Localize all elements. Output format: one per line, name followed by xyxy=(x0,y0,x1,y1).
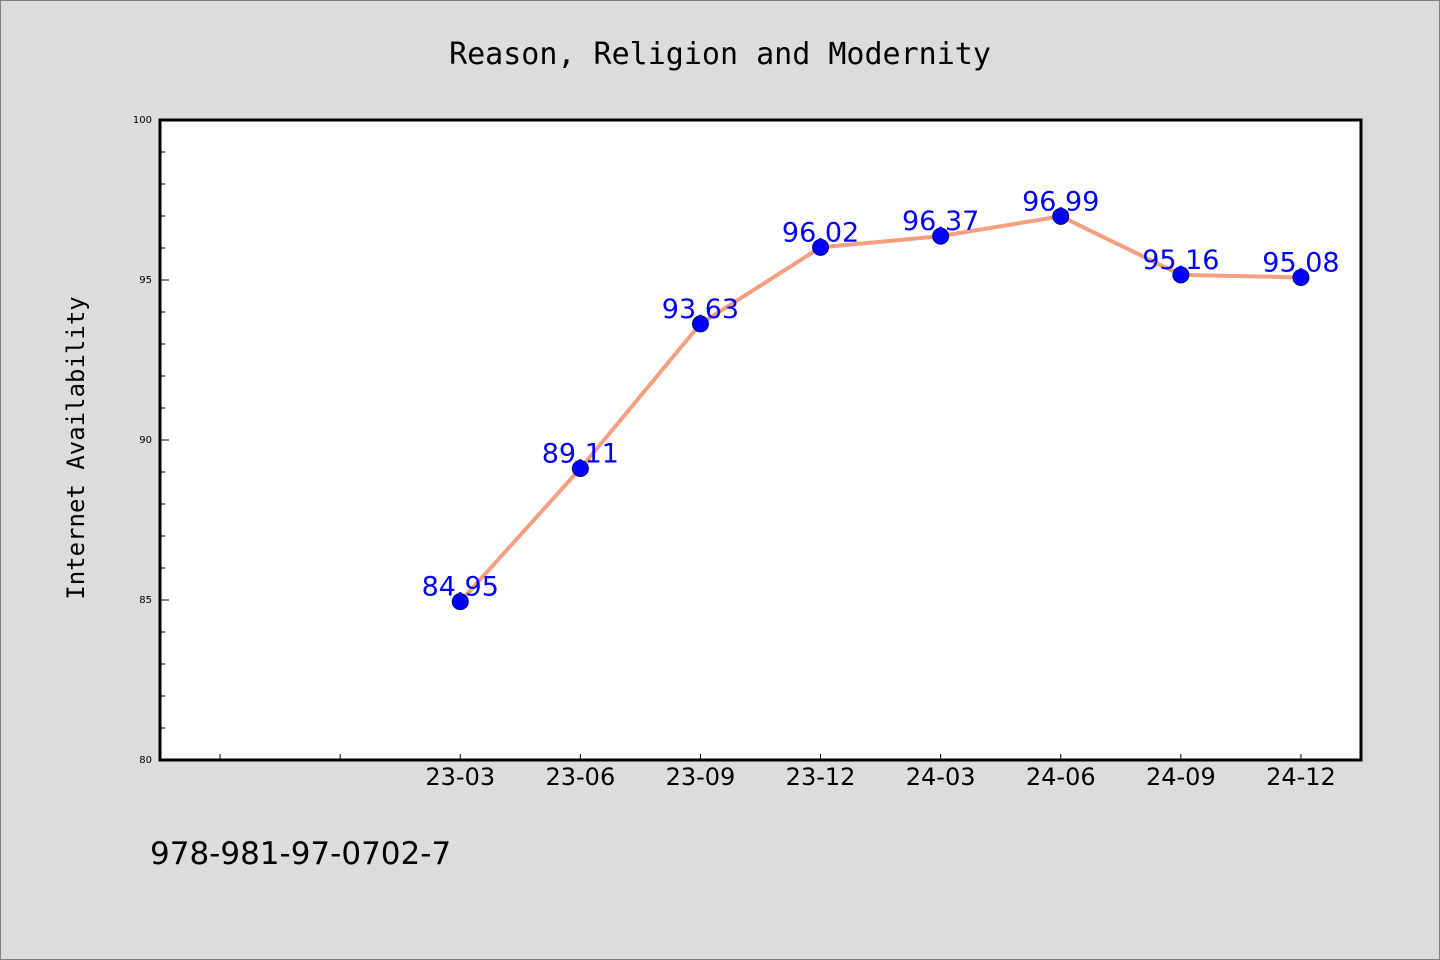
data-point xyxy=(812,238,830,256)
chart-title: Reason, Religion and Modernity xyxy=(449,37,991,72)
data-label: 96.99 xyxy=(1022,186,1099,217)
data-point xyxy=(1172,266,1190,284)
plot-area xyxy=(158,118,1363,762)
series-group xyxy=(451,207,1310,611)
y-tick-label: 85 xyxy=(139,595,152,606)
y-axis-label: Internet Availability xyxy=(62,296,90,599)
x-axis: 23-03 23-06 23-09 23-12 24-03 24-06 24-09 24-12 xyxy=(219,754,1336,791)
data-point xyxy=(1292,268,1310,286)
y-tick-label: 95 xyxy=(139,275,152,286)
x-tick-label: 23-09 xyxy=(666,763,736,791)
data-point xyxy=(932,227,950,245)
data-point xyxy=(451,593,469,611)
data-label: 84.95 xyxy=(422,572,499,603)
data-label: 95.08 xyxy=(1262,247,1339,278)
x-tick-label: 24-12 xyxy=(1266,763,1336,791)
data-label: 95.16 xyxy=(1142,245,1219,276)
x-tick-label: 24-03 xyxy=(906,763,976,791)
isbn-text: 978-981-97-0702-7 xyxy=(150,836,451,872)
data-label: 96.37 xyxy=(902,206,979,237)
data-point xyxy=(691,315,709,333)
data-label: 96.02 xyxy=(782,217,859,248)
x-tick-label: 24-09 xyxy=(1146,763,1216,791)
data-label: 93.63 xyxy=(662,294,739,325)
series-line xyxy=(458,214,1303,604)
data-label: 89.11 xyxy=(542,438,619,469)
data-labels: 84.95 89.11 93.63 96.02 96.37 96.99 95.16 95.08 xyxy=(422,186,1340,602)
x-tick-label: 23-12 xyxy=(786,763,856,791)
data-point xyxy=(1052,207,1070,225)
y-tick-label: 90 xyxy=(139,435,152,446)
x-tick-label: 23-06 xyxy=(545,763,615,791)
y-axis: 80 85 90 95 100 xyxy=(133,115,169,766)
x-tick-label: 24-06 xyxy=(1026,763,1096,791)
y-tick-label: 100 xyxy=(133,115,152,126)
data-point xyxy=(571,459,589,477)
y-tick-label: 80 xyxy=(139,755,152,766)
x-tick-label: 23-03 xyxy=(425,763,495,791)
